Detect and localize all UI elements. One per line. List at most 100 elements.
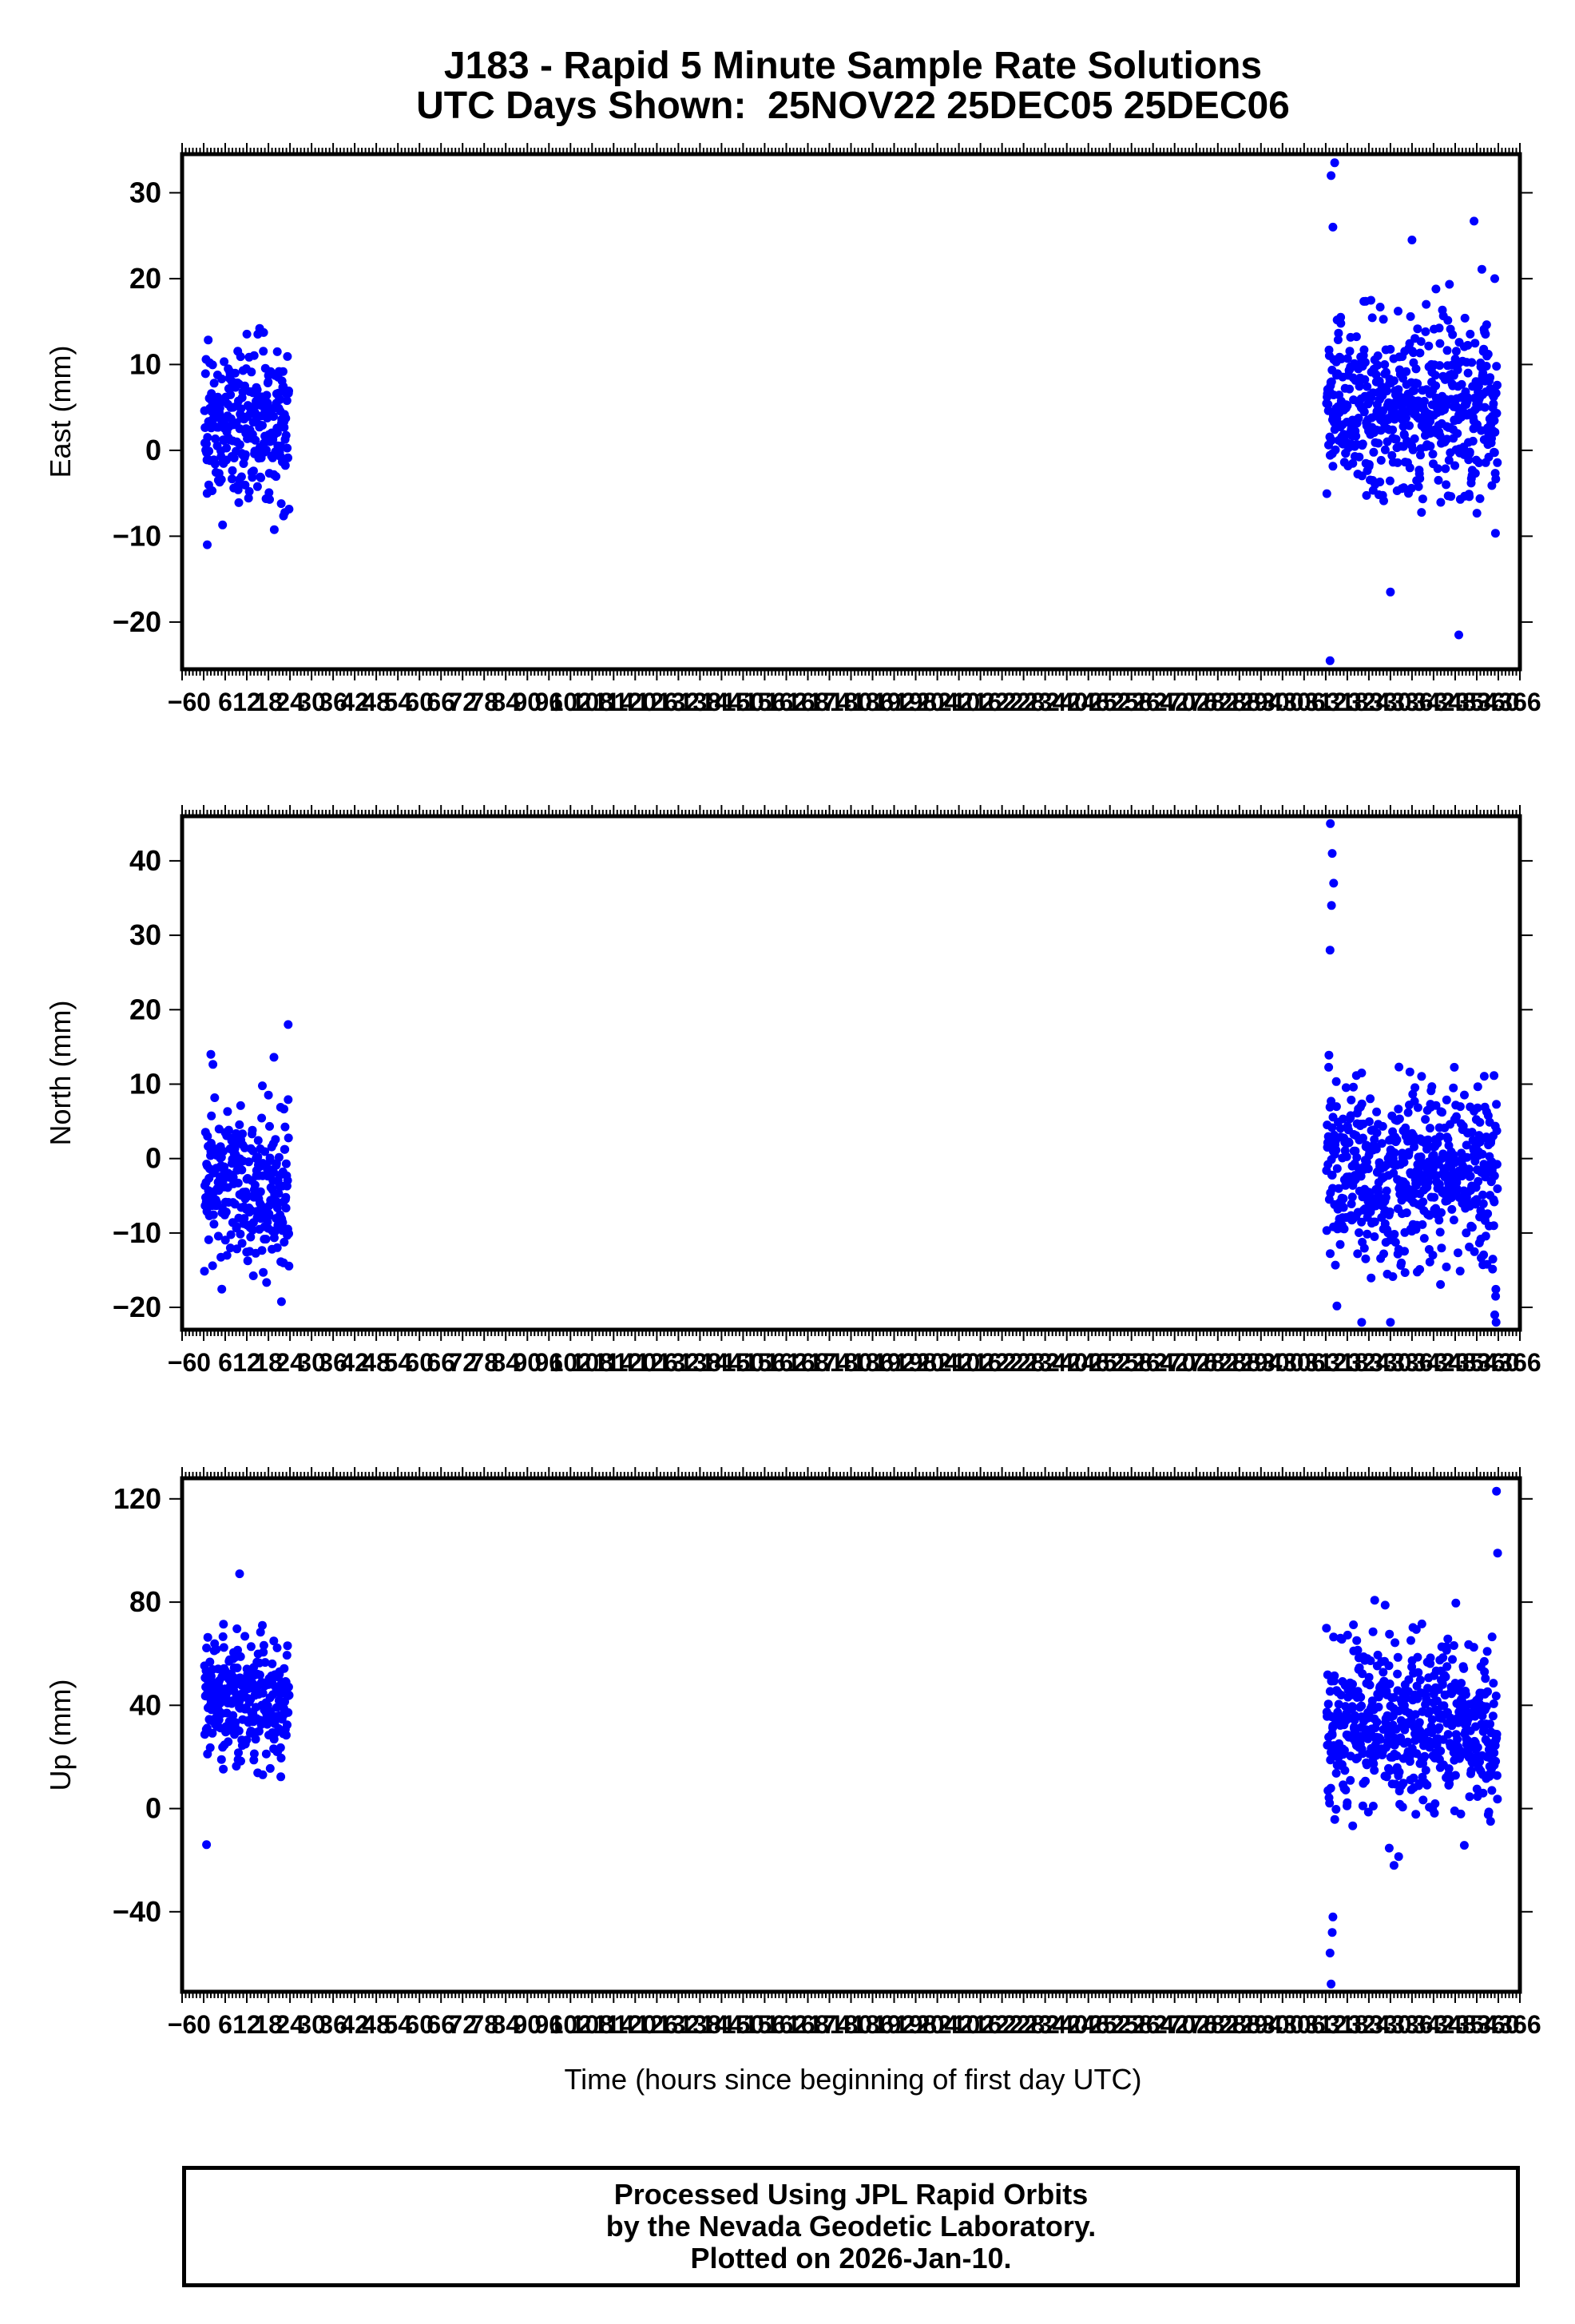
x-tick-label: 318	[1326, 1348, 1368, 1377]
data-point	[204, 335, 213, 345]
data-point	[202, 1644, 212, 1652]
data-point	[263, 398, 272, 407]
x-tick-label: 126	[636, 688, 678, 716]
data-point	[284, 1261, 294, 1271]
data-point	[1347, 1095, 1356, 1104]
data-point	[1354, 414, 1363, 422]
data-point	[1490, 448, 1499, 458]
x-tick-label: 264	[1132, 688, 1175, 716]
x-tick-label: 324	[1347, 1348, 1391, 1377]
data-point	[1388, 425, 1398, 434]
data-point	[220, 1235, 230, 1245]
data-point	[258, 1081, 267, 1091]
data-point	[1374, 1703, 1383, 1711]
data-point	[1340, 1766, 1350, 1775]
data-point	[1410, 1142, 1419, 1152]
data-point	[1416, 337, 1426, 347]
data-point	[1399, 1157, 1409, 1167]
data-point	[1426, 1124, 1434, 1133]
x-tick-label: 30	[297, 2010, 326, 2039]
data-point	[1352, 1152, 1362, 1162]
data-point	[276, 499, 286, 509]
data-point	[269, 525, 279, 534]
data-point	[1326, 1783, 1335, 1793]
data-point	[209, 379, 219, 388]
data-point	[1413, 1103, 1422, 1112]
x-tick-label: 246	[1067, 1348, 1109, 1377]
data-point	[1410, 1083, 1420, 1093]
data-point	[237, 1165, 247, 1175]
data-point	[1365, 1680, 1375, 1690]
data-point	[1442, 400, 1451, 410]
data-point	[229, 454, 239, 462]
data-point	[251, 435, 260, 445]
y-tick-label: −10	[113, 519, 161, 552]
data-point	[1325, 946, 1335, 955]
data-point	[1370, 1135, 1379, 1144]
data-point	[1357, 1069, 1367, 1077]
data-point	[259, 327, 268, 337]
data-point	[1367, 295, 1375, 305]
x-tick-label: 222	[981, 688, 1023, 716]
data-point	[1418, 494, 1427, 504]
data-point	[1418, 1220, 1427, 1229]
data-point	[1489, 1679, 1498, 1688]
data-point	[1450, 461, 1460, 470]
data-point	[1490, 416, 1499, 426]
data-point	[234, 498, 244, 507]
data-point	[1328, 462, 1338, 471]
data-point	[272, 1243, 282, 1252]
data-point	[1487, 481, 1497, 490]
data-point	[205, 1657, 215, 1667]
data-point	[1420, 1751, 1430, 1761]
data-point	[1434, 475, 1443, 485]
chart-title: J183 - Rapid 5 Minute Sample Rate Soluti…	[444, 45, 1262, 87]
x-tick-label: 168	[787, 688, 829, 716]
data-point	[261, 445, 271, 454]
data-point	[1348, 458, 1358, 468]
data-point	[272, 428, 282, 438]
data-point	[248, 1125, 257, 1135]
data-point	[258, 1620, 267, 1630]
data-point	[1493, 458, 1502, 467]
x-tick-label: 312	[1304, 688, 1347, 716]
data-point	[1415, 1265, 1425, 1274]
data-point	[1351, 332, 1361, 342]
data-point	[1323, 1670, 1332, 1680]
x-tick-label: 114	[593, 1348, 634, 1377]
data-point	[1473, 1082, 1482, 1092]
data-point	[1404, 1675, 1414, 1684]
data-point	[1373, 351, 1383, 360]
data-point	[1326, 1249, 1335, 1259]
x-tick-label: 60	[405, 1348, 434, 1377]
data-point	[284, 1020, 293, 1029]
data-point	[1492, 1100, 1502, 1109]
data-point	[1493, 380, 1502, 390]
data-point	[1467, 1223, 1477, 1232]
x-tick-label: 150	[722, 1348, 764, 1377]
data-point	[1336, 319, 1346, 328]
data-point	[1427, 1715, 1437, 1724]
data-point	[1347, 1702, 1357, 1711]
data-point	[1367, 1696, 1377, 1706]
data-point	[1327, 171, 1336, 180]
data-point	[1390, 1230, 1399, 1239]
data-point	[1439, 1701, 1449, 1711]
data-point	[1385, 1207, 1394, 1216]
data-point	[218, 520, 228, 529]
y-tick-label: 10	[129, 347, 161, 380]
plot-frame	[180, 152, 1522, 672]
data-point	[218, 1632, 228, 1641]
data-point	[1414, 1718, 1424, 1727]
x-tick-label: 144	[700, 1348, 744, 1377]
x-tick-label: 234	[1024, 688, 1067, 716]
data-point	[1379, 1668, 1388, 1677]
y-tick-label: 20	[129, 262, 161, 295]
data-point	[1394, 307, 1402, 316]
x-tick-label: 162	[765, 2010, 807, 2039]
data-point	[1437, 1243, 1446, 1253]
data-point	[1449, 1150, 1458, 1160]
y-tick-label: 30	[129, 918, 161, 951]
data-point	[1358, 1801, 1367, 1810]
data-point	[1322, 1226, 1331, 1235]
